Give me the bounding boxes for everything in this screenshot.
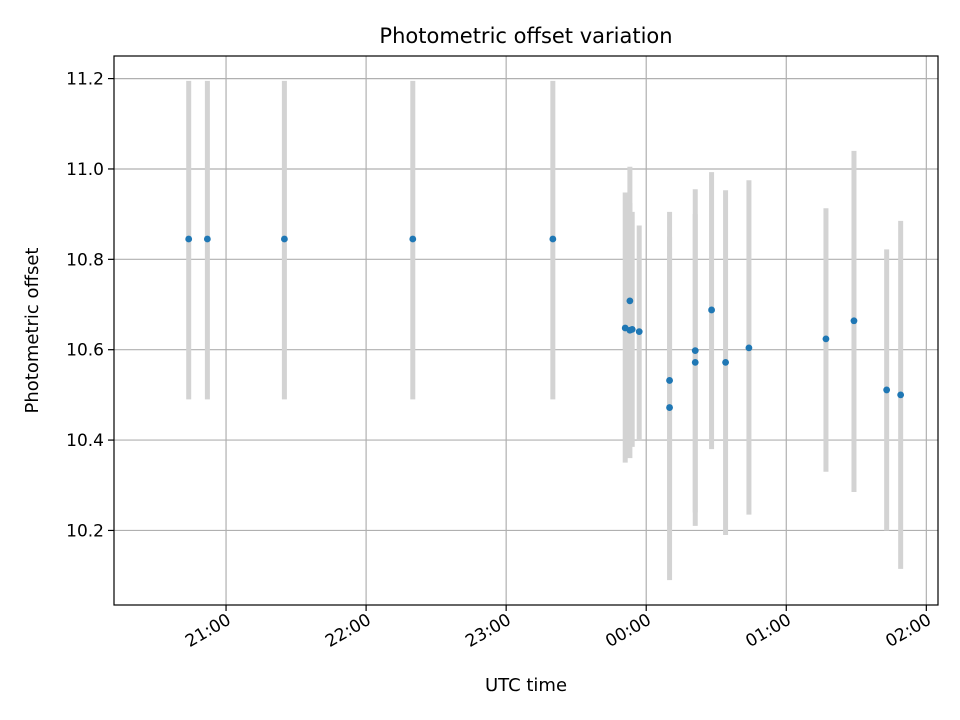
data-point xyxy=(635,328,643,336)
y-tick-label: 11.0 xyxy=(66,160,104,180)
data-point xyxy=(691,347,699,355)
plot-frame xyxy=(113,55,939,606)
x-tick-label: 02:00 xyxy=(882,610,934,652)
data-point xyxy=(281,235,288,243)
x-tick-label: 23:00 xyxy=(462,610,514,652)
y-tick-label: 10.2 xyxy=(66,521,104,541)
axis-ticks: 21:00 22:00 23:00 00:00 01:00 02:00 10.2 10.4 10… xyxy=(66,70,935,652)
data-point xyxy=(850,317,858,325)
y-tick-label: 10.8 xyxy=(66,250,104,270)
x-tick-label: 22:00 xyxy=(322,610,374,652)
chart-title: Photometric offset variation xyxy=(379,24,672,48)
data-point xyxy=(666,377,673,384)
data-point xyxy=(897,391,905,399)
data-point xyxy=(691,358,699,366)
data-point xyxy=(626,297,634,305)
data-point xyxy=(708,306,715,314)
data-point xyxy=(185,235,193,243)
data-point xyxy=(745,344,753,352)
data-point xyxy=(549,235,557,243)
grid xyxy=(114,56,938,605)
data-point xyxy=(203,235,211,243)
x-axis-title: UTC time xyxy=(485,675,567,696)
x-tick-label: 21:00 xyxy=(182,610,234,652)
y-tick-label: 10.6 xyxy=(66,341,104,361)
data-point xyxy=(628,325,636,333)
data-point xyxy=(666,404,673,411)
data-points xyxy=(185,235,905,411)
x-tick-label: 01:00 xyxy=(742,610,794,652)
error-bars xyxy=(186,80,904,581)
x-tick-label: 00:00 xyxy=(602,610,654,652)
y-tick-label: 11.2 xyxy=(66,70,104,90)
data-point xyxy=(883,386,891,394)
data-point xyxy=(822,335,830,343)
data-point xyxy=(409,235,417,243)
data-point xyxy=(722,358,729,366)
y-axis-title: Photometric offset xyxy=(22,248,43,414)
y-tick-label: 10.4 xyxy=(66,431,104,451)
